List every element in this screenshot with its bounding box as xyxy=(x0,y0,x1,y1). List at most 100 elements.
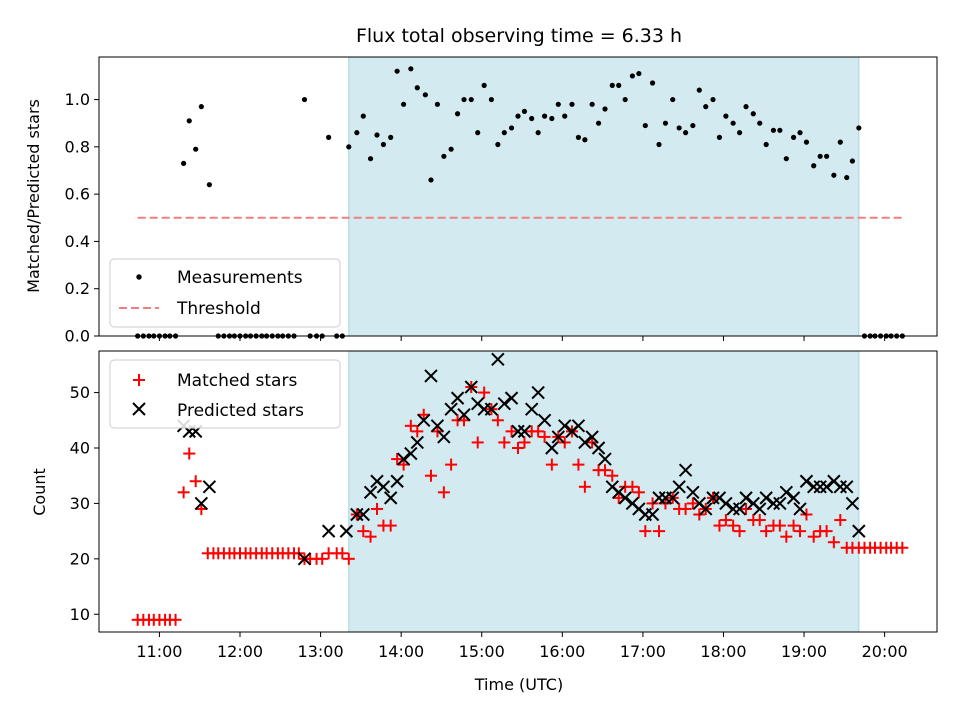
measurement-point xyxy=(642,122,648,129)
measurement-point xyxy=(811,163,817,169)
measurement-point xyxy=(206,182,212,188)
measurement-point xyxy=(541,113,548,119)
predicted-star-b xyxy=(833,480,848,494)
predicted-star-b xyxy=(444,402,458,416)
matched-star-point xyxy=(195,502,208,515)
predicted-star-b xyxy=(799,474,814,488)
matched-star-point xyxy=(719,514,732,527)
predicted-star-b xyxy=(464,380,478,394)
measurement-point xyxy=(736,130,743,136)
predicted-star-point xyxy=(350,507,364,522)
predicted-star-point xyxy=(437,430,451,444)
predicted-star-b xyxy=(819,480,834,494)
matched-star-point xyxy=(612,491,625,504)
measurement-point xyxy=(529,115,535,122)
legend-predicted-label: Predicted stars xyxy=(177,401,304,421)
measurement-point xyxy=(616,82,622,88)
predicted-star-point xyxy=(497,396,512,411)
predicted-star-point xyxy=(833,480,848,494)
predicted-star-b xyxy=(732,502,747,516)
predicted-star-b xyxy=(437,430,451,444)
legend-measurements-label: Measurements xyxy=(177,268,303,288)
matched-star-point xyxy=(478,386,491,399)
legend-predicted-marker xyxy=(132,402,146,416)
predicted-star-point xyxy=(852,524,866,538)
measurement-point xyxy=(757,120,763,126)
x-tick-label: 16:00 xyxy=(539,642,585,661)
matched-star-point xyxy=(538,430,551,443)
measurement-point xyxy=(360,113,366,119)
predicted-star-b xyxy=(652,491,666,505)
measurement-point xyxy=(400,101,407,107)
measurement-point xyxy=(394,68,400,74)
matched-star-point xyxy=(364,530,377,543)
predicted-star-b xyxy=(321,524,336,538)
matched-star-point xyxy=(820,525,833,538)
measurement-point xyxy=(198,104,204,110)
predicted-star-point xyxy=(444,402,458,416)
predicted-star-b xyxy=(779,485,794,500)
predicted-star-point xyxy=(457,408,471,422)
measurement-point xyxy=(380,141,387,148)
matched-star-point xyxy=(471,436,484,449)
predicted-star-point xyxy=(511,424,525,439)
predicted-star-b xyxy=(297,552,312,566)
measurement-point xyxy=(710,96,716,103)
measurement-point xyxy=(501,130,507,136)
predicted-star-point xyxy=(813,480,827,494)
measurement-point xyxy=(837,139,843,145)
predicted-star-b xyxy=(383,491,398,505)
top-y-ticks: 0.0 0.2 0.4 0.6 0.8 1.0 xyxy=(65,90,99,346)
top-legend: Measurements Threshold xyxy=(109,258,341,328)
matched-star-point xyxy=(599,464,612,477)
predicted-star-b xyxy=(678,463,693,477)
predicted-star-point xyxy=(578,435,592,450)
predicted-star-point xyxy=(585,430,599,444)
measurement-point xyxy=(690,122,696,129)
predicted-star-point xyxy=(726,502,740,516)
bottom-y-ticks: 10 20 30 40 50 xyxy=(70,383,99,624)
predicted-star-point xyxy=(793,502,807,516)
predicted-star-point xyxy=(739,491,753,505)
predicted-star-b xyxy=(551,430,565,444)
x-tick-label: 19:00 xyxy=(781,642,827,661)
predicted-star-b xyxy=(591,441,606,455)
matched-star-point xyxy=(740,502,753,515)
matched-star-point xyxy=(532,425,545,438)
matched-star-point xyxy=(679,502,692,515)
predicted-star-b xyxy=(840,480,854,494)
predicted-star-point xyxy=(571,419,586,433)
bottom-axes-frame xyxy=(98,350,938,633)
predicted-star-b xyxy=(194,496,209,511)
predicted-star-b xyxy=(585,430,599,444)
predicted-star-point xyxy=(430,419,445,433)
predicted-star-b xyxy=(578,435,592,450)
predicted-star-b xyxy=(524,402,539,416)
top-axes-frame xyxy=(98,56,938,337)
matched-star-point xyxy=(491,414,504,427)
matched-star-point xyxy=(753,514,766,527)
measurement-point xyxy=(448,146,454,152)
matched-star-point xyxy=(336,547,349,560)
predicted-star-b xyxy=(497,396,512,411)
predicted-star-b xyxy=(531,385,545,400)
x-tick-label: 12:00 xyxy=(217,642,263,661)
measurement-point xyxy=(508,125,515,131)
measurement-point xyxy=(555,101,561,107)
matched-star-point xyxy=(404,419,417,432)
measurement-point xyxy=(589,101,595,107)
predicted-star-point xyxy=(390,474,404,488)
measurement-point xyxy=(856,125,862,131)
predicted-star-b xyxy=(845,496,860,511)
predicted-star-point xyxy=(484,402,499,416)
measurement-point xyxy=(622,96,628,103)
measurement-point xyxy=(636,70,642,77)
predicted-star-point xyxy=(807,480,821,494)
y-tick-label: 1.0 xyxy=(65,90,90,109)
y-tick-label: 50 xyxy=(70,383,90,402)
predicted-star-point xyxy=(786,491,801,505)
predicted-star-point xyxy=(706,491,720,505)
predicted-star-b xyxy=(376,480,391,494)
y-tick-label: 0.4 xyxy=(65,232,90,251)
